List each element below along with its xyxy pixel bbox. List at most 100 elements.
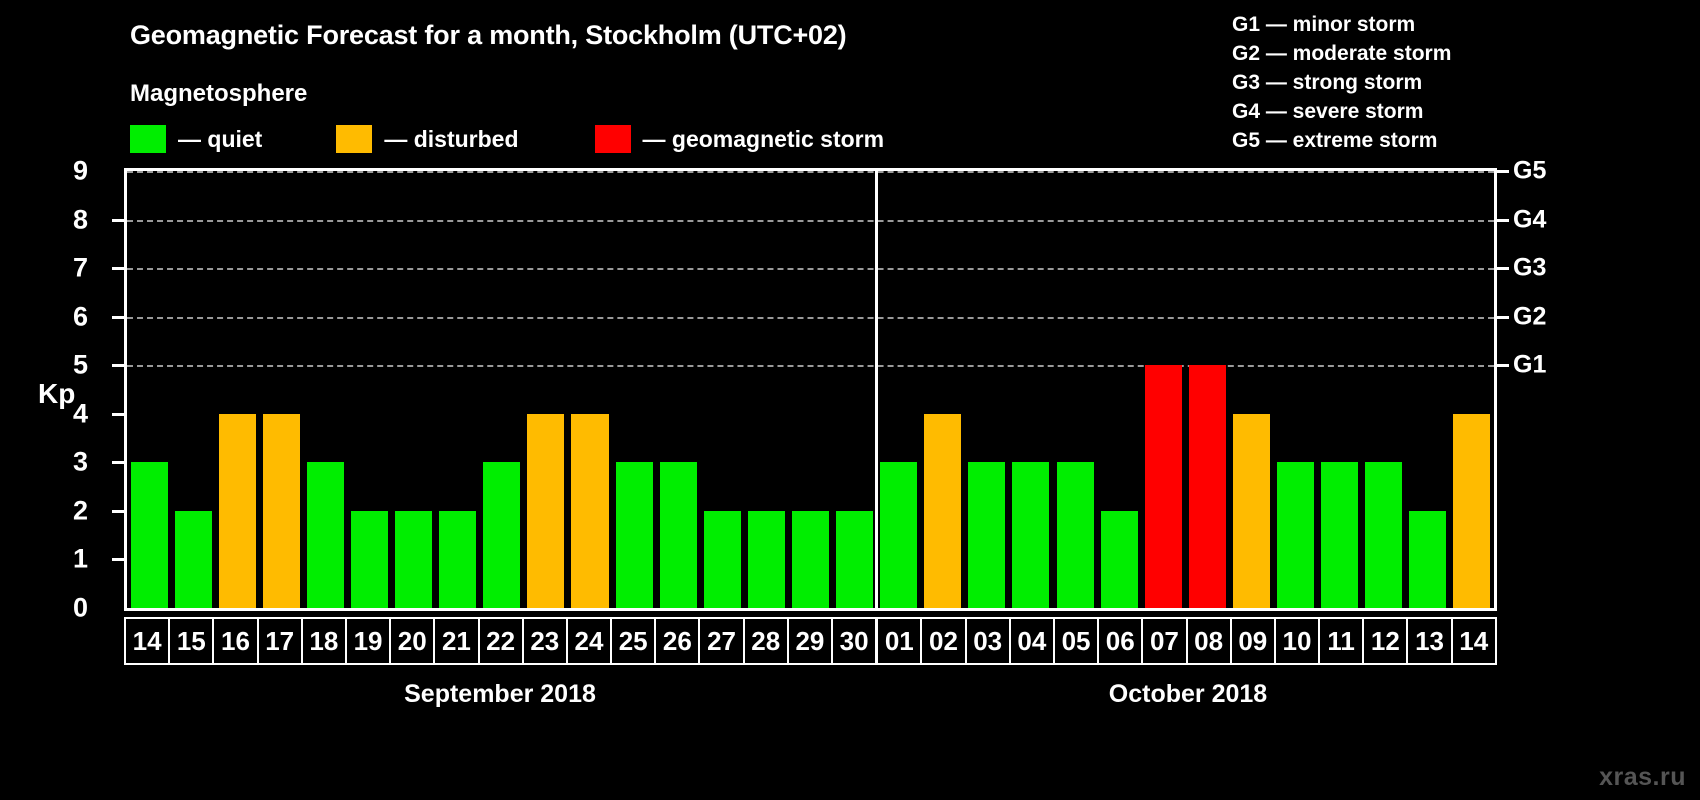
bar-slot[interactable] [1406, 171, 1450, 608]
day-label: 28 [751, 626, 781, 656]
day-label-cell[interactable]: 06 [1097, 617, 1144, 665]
bar[interactable] [880, 462, 918, 608]
bar[interactable] [1012, 462, 1050, 608]
day-label-cell[interactable]: 04 [1008, 617, 1055, 665]
day-label: 09 [1238, 626, 1268, 656]
bar-slot[interactable] [436, 171, 480, 608]
g-axis-tick-mark [1497, 364, 1509, 368]
bar-slot[interactable] [215, 171, 259, 608]
day-label-cell[interactable]: 24 [565, 617, 613, 665]
day-label-cell[interactable]: 21 [433, 617, 480, 665]
bar[interactable] [1056, 462, 1094, 608]
bar[interactable] [262, 413, 300, 608]
bar-slot[interactable] [259, 171, 303, 608]
bar[interactable] [791, 510, 829, 608]
day-label-cell[interactable]: 01 [876, 617, 923, 665]
day-label-cell[interactable]: 13 [1406, 617, 1453, 665]
bar[interactable] [1365, 462, 1403, 608]
day-label-cell[interactable]: 23 [521, 617, 568, 665]
day-label-cell[interactable]: 15 [168, 617, 215, 665]
bar[interactable] [174, 510, 212, 608]
bar[interactable] [1321, 462, 1359, 608]
bar-slot[interactable] [1009, 171, 1053, 608]
bar-slot[interactable] [612, 171, 656, 608]
day-label-cell[interactable]: 17 [256, 617, 303, 665]
bar[interactable] [571, 413, 609, 608]
day-label-cell[interactable]: 18 [300, 617, 347, 665]
bar-slot[interactable] [1450, 171, 1494, 608]
day-label-cell[interactable]: 20 [389, 617, 436, 665]
bar-slot[interactable] [965, 171, 1009, 608]
bar-slot[interactable] [392, 171, 436, 608]
bar[interactable] [1409, 510, 1447, 608]
bar[interactable] [483, 462, 521, 608]
bar-slot[interactable] [877, 171, 921, 608]
bar[interactable] [1100, 510, 1138, 608]
bar-slot[interactable] [833, 171, 877, 608]
bar[interactable] [218, 413, 256, 608]
bar[interactable] [130, 462, 168, 608]
day-label-cell[interactable]: 26 [654, 617, 701, 665]
day-label-cell[interactable]: 22 [477, 617, 524, 665]
bar[interactable] [1144, 365, 1182, 608]
bar-slot[interactable] [1141, 171, 1185, 608]
day-label-cell[interactable]: 10 [1273, 617, 1321, 665]
bar[interactable] [836, 510, 874, 608]
day-label-cell[interactable]: 12 [1362, 617, 1409, 665]
day-label-cell[interactable]: 08 [1185, 617, 1232, 665]
bar-slot[interactable] [788, 171, 832, 608]
bar-slot[interactable] [1229, 171, 1273, 608]
bar[interactable] [306, 462, 344, 608]
bar-slot[interactable] [700, 171, 744, 608]
bar-slot[interactable] [921, 171, 965, 608]
bar[interactable] [659, 462, 697, 608]
gscale-legend-line: G2 — moderate storm [1232, 42, 1452, 65]
day-label-cell[interactable]: 03 [964, 617, 1011, 665]
day-label-cell[interactable]: 07 [1141, 617, 1188, 665]
bar-slot[interactable] [171, 171, 215, 608]
bar[interactable] [1188, 365, 1226, 608]
y-axis-tick-mark [112, 412, 124, 416]
bar[interactable] [1232, 413, 1270, 608]
bar[interactable] [615, 462, 653, 608]
bar-slot[interactable] [744, 171, 788, 608]
bar-slot[interactable] [568, 171, 612, 608]
bar[interactable] [703, 510, 741, 608]
bar[interactable] [747, 510, 785, 608]
disturbed-swatch [336, 125, 373, 153]
day-label-cell[interactable]: 02 [920, 617, 967, 665]
bar-slot[interactable] [1185, 171, 1229, 608]
day-label-cell[interactable]: 05 [1052, 617, 1100, 665]
day-label: 06 [1105, 626, 1135, 656]
day-label-cell[interactable]: 09 [1229, 617, 1276, 665]
bar-slot[interactable] [1273, 171, 1317, 608]
bar-slot[interactable] [347, 171, 391, 608]
bar-slot[interactable] [1053, 171, 1097, 608]
day-label-cell[interactable]: 29 [786, 617, 833, 665]
day-label-cell[interactable]: 14 [1450, 617, 1497, 665]
bar-slot[interactable] [1362, 171, 1406, 608]
bar-slot[interactable] [1318, 171, 1362, 608]
bar-slot[interactable] [1097, 171, 1141, 608]
bar[interactable] [527, 413, 565, 608]
bar[interactable] [968, 462, 1006, 608]
day-label-cell[interactable]: 16 [212, 617, 259, 665]
bar[interactable] [351, 510, 389, 608]
bar[interactable] [1276, 462, 1314, 608]
day-label-cell[interactable]: 14 [124, 617, 171, 665]
day-label-cell[interactable]: 30 [831, 617, 878, 665]
bar-slot[interactable] [303, 171, 347, 608]
bar[interactable] [1453, 413, 1491, 608]
bar-slot[interactable] [480, 171, 524, 608]
day-label-cell[interactable]: 28 [742, 617, 789, 665]
bar[interactable] [924, 413, 962, 608]
day-label-cell[interactable]: 27 [698, 617, 745, 665]
day-label-cell[interactable]: 19 [344, 617, 392, 665]
bar-slot[interactable] [656, 171, 700, 608]
bar-slot[interactable] [524, 171, 568, 608]
bar[interactable] [395, 510, 433, 608]
bar-slot[interactable] [127, 171, 171, 608]
day-label-cell[interactable]: 11 [1318, 617, 1365, 665]
bar[interactable] [439, 510, 477, 608]
day-label-cell[interactable]: 25 [610, 617, 657, 665]
